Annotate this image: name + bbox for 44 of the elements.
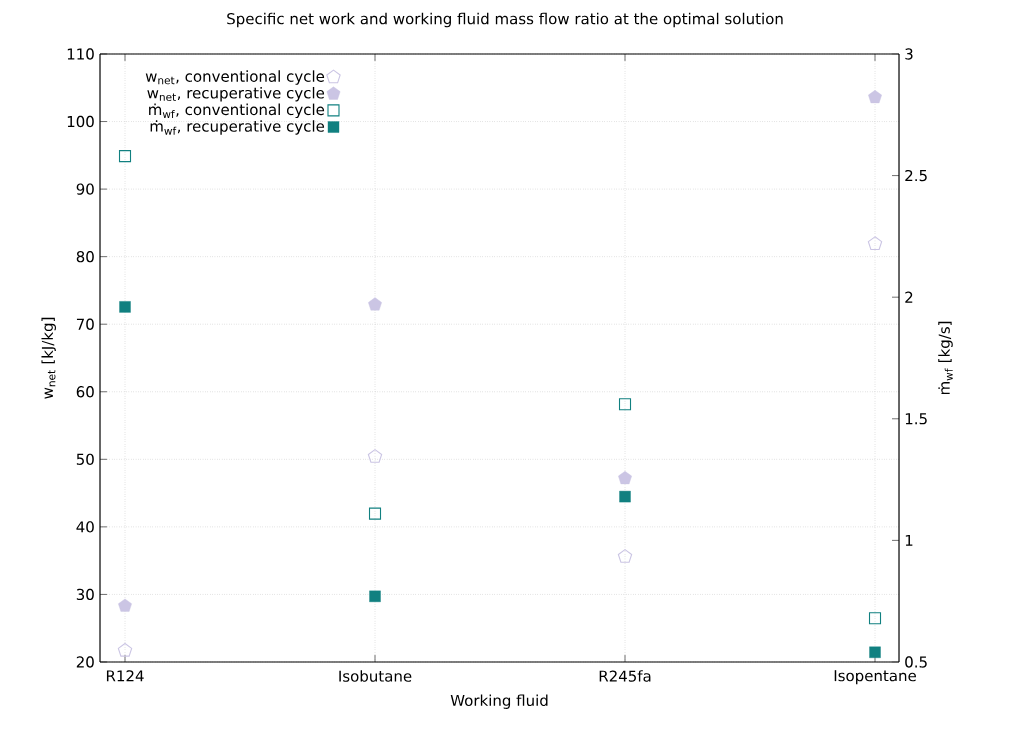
point xyxy=(867,236,883,251)
y2-tick-label: 1 xyxy=(905,534,913,546)
legend-label: ṁ$_{wf}$, conventional cycle xyxy=(149,103,325,119)
y2-tick-label: 2 xyxy=(905,291,913,303)
point xyxy=(869,646,881,658)
x-tick-label: Isopentane xyxy=(834,670,916,685)
x-tick-label: Isobutane xyxy=(339,670,412,682)
point xyxy=(368,297,382,311)
legend-label: w$_{net}$, recuperative cycle xyxy=(147,86,325,102)
y-tick-label: 90 xyxy=(76,183,94,195)
y-tick-label: 20 xyxy=(76,656,94,668)
point xyxy=(117,642,133,657)
point xyxy=(369,590,381,603)
x-axis-title: Working fluid xyxy=(450,694,548,709)
y-tick-label: 110 xyxy=(67,48,94,60)
point xyxy=(368,507,382,520)
x-tick-label: R124 xyxy=(106,670,144,682)
point xyxy=(618,398,632,411)
y-tick-label: 30 xyxy=(76,588,94,601)
y2-tick-label: 2.5 xyxy=(905,169,927,182)
x-tick-label: R245fa xyxy=(599,670,651,682)
y2-axis-title: ṁ$_{wf}$ [kg/s] xyxy=(938,321,953,395)
y-tick-label: 70 xyxy=(76,318,94,330)
point xyxy=(617,549,633,563)
point xyxy=(367,449,383,463)
point xyxy=(119,301,131,313)
y2-tick-label: 3 xyxy=(905,48,913,60)
y-tick-label: 100 xyxy=(67,115,94,128)
y-tick-label: 50 xyxy=(76,453,94,465)
legend-label: w$_{net}$, conventional cycle xyxy=(145,70,325,85)
point xyxy=(619,490,631,503)
point xyxy=(118,598,132,612)
y-tick-label: 40 xyxy=(76,521,94,533)
chart-title: Specific net work and working fluid mass flow ratio at the optimal solution xyxy=(227,12,783,28)
y-tick-label: 80 xyxy=(76,250,94,263)
legend-label: ṁ$_{wf}$, recuperative cycle xyxy=(150,120,325,135)
point xyxy=(618,471,632,485)
point xyxy=(118,150,132,163)
y-axis-title: w$_{net}$ [kJ/kg] xyxy=(41,317,56,399)
y-tick-label: 60 xyxy=(76,386,94,398)
point xyxy=(868,90,882,104)
y2-tick-label: 1.5 xyxy=(905,413,927,425)
point xyxy=(868,612,882,625)
y2-tick-label: 0.5 xyxy=(905,656,927,668)
